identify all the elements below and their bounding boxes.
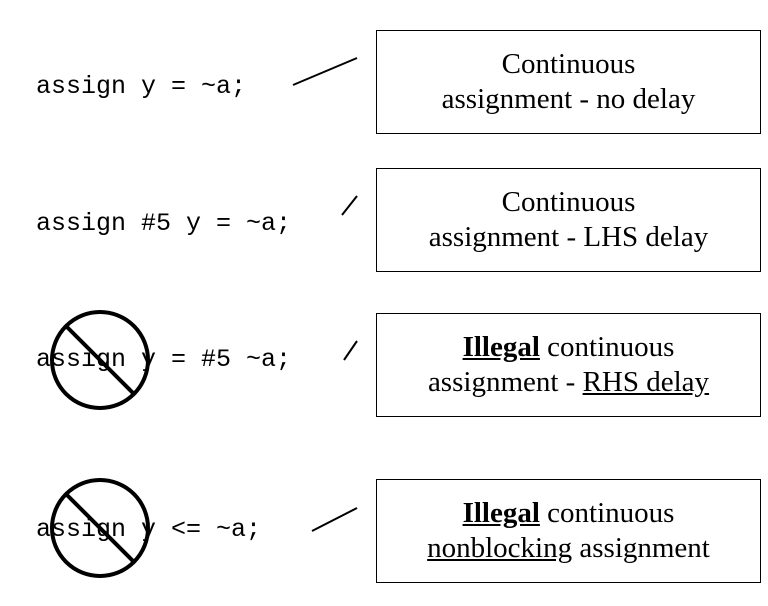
illegal-label-nonblocking: Illegal [462,497,540,530]
box-no-delay-line2: assignment - no delay [441,83,696,115]
connector-line-4 [311,507,358,532]
box-lhs-delay-line1: Continuous [501,186,636,219]
box-no-delay-line1: Continuous [501,48,636,81]
box-nonblocking-line1: Illegal continuous [377,496,760,531]
box-nonblocking-line2-rest: assignment [572,532,710,564]
rhs-delay-underlined: RHS delay [582,366,710,398]
prohibited-sign-icon-nonblocking [50,478,150,578]
code-rest-rhs: y = #5 ~a; [126,345,292,374]
code-rest-nonblocking: y <= ~a; [126,515,262,544]
box-lhs-delay-line2: assignment - LHS delay [428,221,709,253]
box-nonblocking: Illegal continuous nonblocking assignmen… [376,479,761,583]
box-rhs-delay: Illegal continuous assignment - RHS dela… [376,313,761,417]
box-no-delay: Continuous assignment - no delay [376,30,761,134]
prohibited-sign-icon-rhs [50,310,150,410]
box-rhs-delay-line2: assignment - RHS delay [377,365,760,400]
connector-line-2 [341,195,358,216]
nonblocking-underlined: nonblocking [427,532,573,564]
box-rhs-delay-line1: Illegal continuous [377,330,760,365]
box-nonblocking-line2: nonblocking assignment [377,531,760,566]
box-nonblocking-line1-rest: continuous [539,497,675,530]
connector-line-1 [292,57,358,86]
connector-line-3 [343,340,358,361]
code-assign-no-delay: assign y = ~a; [36,72,247,101]
code-assign-lhs-delay: assign #5 y = ~a; [36,209,292,238]
box-rhs-delay-line2-prefix: assignment - [427,366,583,398]
box-rhs-delay-line1-rest: continuous [539,331,675,364]
box-lhs-delay: Continuous assignment - LHS delay [376,168,761,272]
illegal-label-rhs: Illegal [462,331,540,364]
